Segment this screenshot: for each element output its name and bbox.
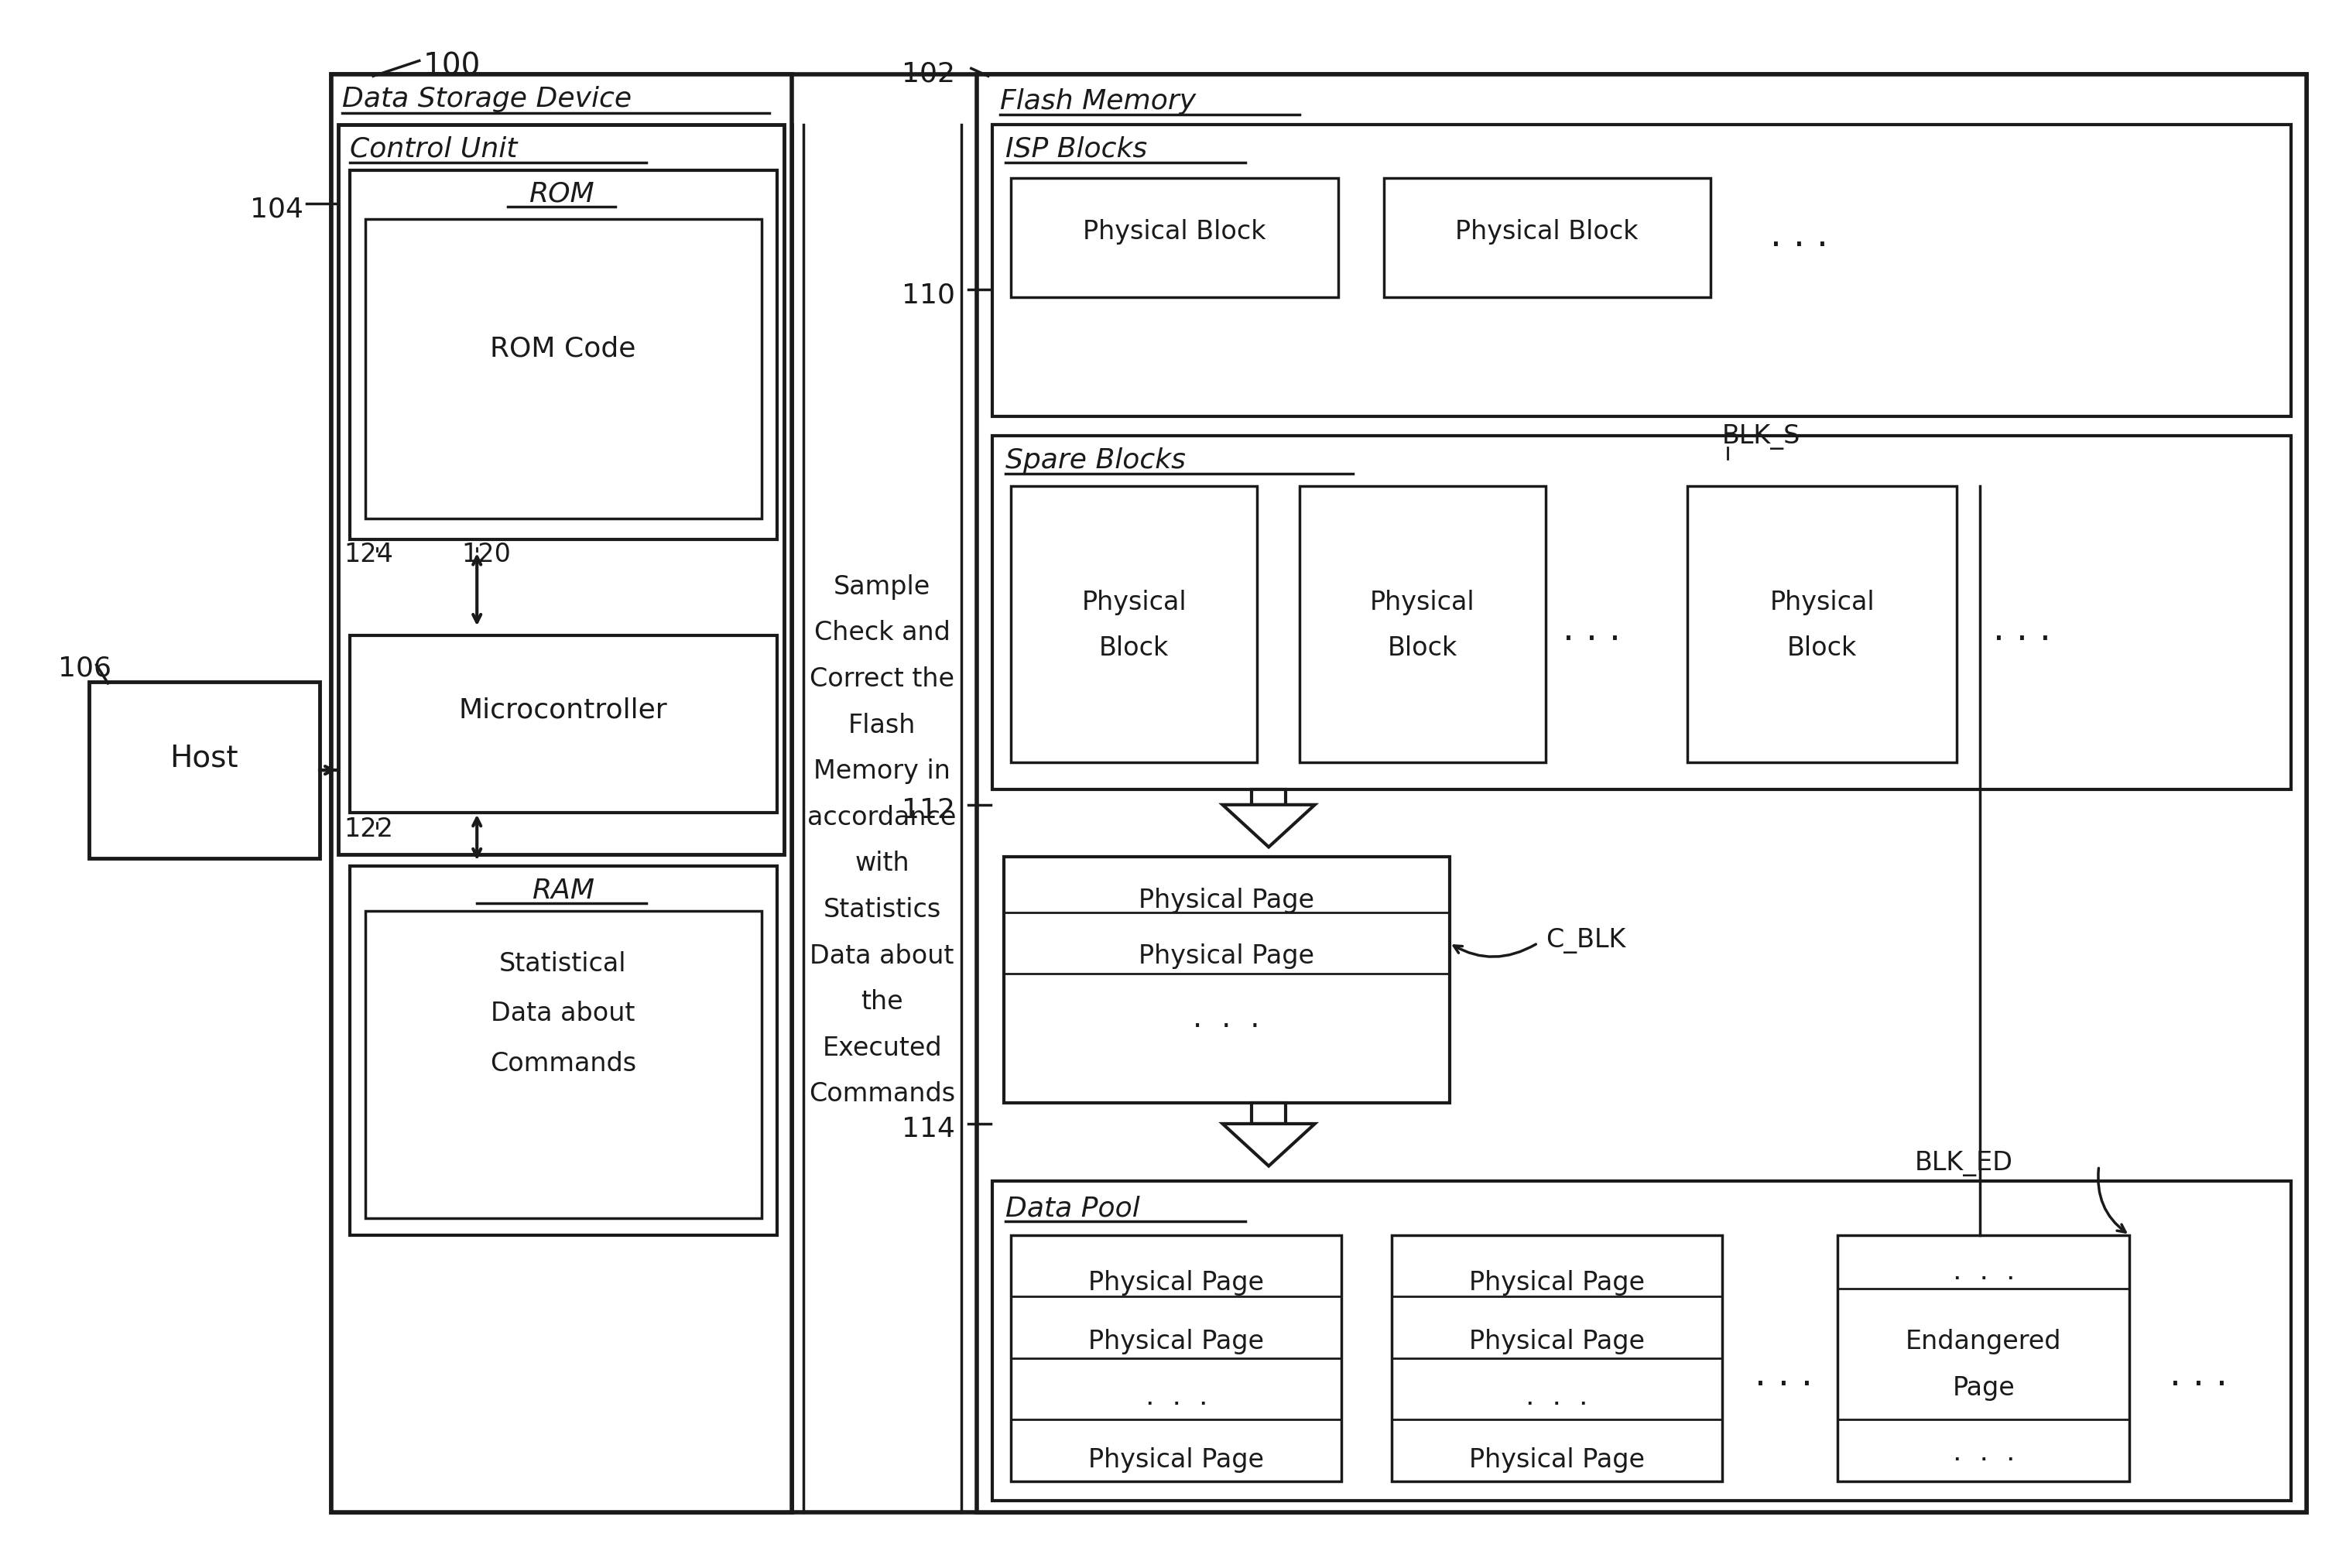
- Bar: [366, 220, 762, 519]
- Text: Physical Page: Physical Page: [1469, 1330, 1645, 1355]
- Text: C_BLK: C_BLK: [1546, 928, 1626, 953]
- Bar: [1253, 789, 1286, 804]
- Bar: [1384, 179, 1710, 298]
- Text: ·  ·  ·: · · ·: [1145, 1391, 1208, 1417]
- Text: 114: 114: [901, 1116, 955, 1143]
- Text: Block: Block: [1100, 635, 1168, 662]
- Text: Physical Page: Physical Page: [1138, 887, 1314, 913]
- Text: 104: 104: [251, 196, 303, 223]
- Bar: [338, 124, 784, 855]
- Bar: [976, 75, 2306, 1512]
- Text: Block: Block: [1386, 635, 1457, 662]
- Text: Check and: Check and: [814, 621, 950, 646]
- Text: . . .: . . .: [1771, 220, 1828, 254]
- Text: Data about: Data about: [490, 1000, 636, 1027]
- Text: with: with: [854, 851, 910, 877]
- Text: 102: 102: [901, 61, 955, 88]
- Text: Commands: Commands: [490, 1051, 636, 1076]
- Text: RAM: RAM: [533, 878, 594, 905]
- Text: BLK_ED: BLK_ED: [1914, 1151, 2013, 1176]
- Text: ·  ·  ·: · · ·: [1952, 1447, 2015, 1474]
- Bar: [1300, 486, 1546, 762]
- Text: ·  ·  ·: · · ·: [1525, 1391, 1588, 1417]
- Bar: [1011, 1236, 1342, 1482]
- Text: Spare Blocks: Spare Blocks: [1006, 447, 1187, 474]
- Bar: [350, 171, 777, 539]
- Bar: [350, 866, 777, 1236]
- Text: Commands: Commands: [809, 1082, 955, 1107]
- Text: Data about: Data about: [809, 942, 955, 969]
- Text: Physical Block: Physical Block: [1082, 220, 1267, 245]
- Polygon shape: [1222, 1124, 1314, 1167]
- Text: Block: Block: [1788, 635, 1858, 662]
- Bar: [89, 682, 319, 859]
- Text: Flash: Flash: [849, 712, 915, 739]
- Bar: [992, 124, 2292, 417]
- Text: ·  ·  ·: · · ·: [1952, 1265, 2015, 1292]
- Text: . . .: . . .: [1562, 613, 1621, 648]
- Text: . . .: . . .: [1994, 613, 2050, 648]
- Text: . . .: . . .: [2170, 1358, 2229, 1392]
- Text: 124: 124: [345, 543, 394, 568]
- Bar: [992, 436, 2292, 789]
- Bar: [1011, 179, 1337, 298]
- Bar: [1004, 858, 1450, 1102]
- Text: Physical Page: Physical Page: [1089, 1270, 1264, 1295]
- Text: Memory in: Memory in: [814, 759, 950, 784]
- Text: Physical Page: Physical Page: [1469, 1447, 1645, 1472]
- Text: Correct the: Correct the: [809, 666, 955, 691]
- Bar: [1687, 486, 1957, 762]
- Text: Physical Page: Physical Page: [1089, 1330, 1264, 1355]
- Bar: [350, 635, 777, 812]
- Text: Data Pool: Data Pool: [1006, 1195, 1140, 1221]
- Text: the: the: [861, 989, 903, 1014]
- Text: . . .: . . .: [1755, 1358, 1813, 1392]
- Text: Sample: Sample: [833, 574, 931, 599]
- Text: Control Unit: Control Unit: [350, 136, 518, 163]
- Bar: [992, 1181, 2292, 1501]
- Bar: [331, 75, 2306, 1512]
- Text: Microcontroller: Microcontroller: [460, 698, 666, 723]
- Text: Endangered: Endangered: [1905, 1330, 2062, 1355]
- Text: Physical: Physical: [1370, 590, 1476, 615]
- Text: accordance: accordance: [807, 804, 957, 831]
- Text: Physical Page: Physical Page: [1089, 1447, 1264, 1472]
- Text: Physical: Physical: [1082, 590, 1187, 615]
- Text: 110: 110: [901, 282, 955, 309]
- Text: ISP Blocks: ISP Blocks: [1006, 136, 1147, 163]
- Text: Physical Page: Physical Page: [1138, 942, 1314, 969]
- Bar: [1837, 1236, 2130, 1482]
- Text: 112: 112: [901, 797, 955, 823]
- Text: Flash Memory: Flash Memory: [999, 88, 1196, 114]
- Text: Data Storage Device: Data Storage Device: [343, 86, 631, 113]
- Text: Physical: Physical: [1769, 590, 1874, 615]
- Bar: [366, 911, 762, 1218]
- Bar: [331, 75, 793, 1512]
- Text: Executed: Executed: [821, 1035, 941, 1062]
- Text: 120: 120: [462, 543, 511, 568]
- Text: Page: Page: [1952, 1375, 2015, 1400]
- Bar: [1391, 1236, 1722, 1482]
- Text: ROM Code: ROM Code: [490, 336, 636, 362]
- Text: ROM: ROM: [528, 180, 594, 207]
- Bar: [1011, 486, 1257, 762]
- Text: 100: 100: [422, 52, 481, 82]
- Text: Statistics: Statistics: [823, 897, 941, 922]
- Text: Physical Block: Physical Block: [1455, 220, 1638, 245]
- Text: BLK_S: BLK_S: [1722, 425, 1802, 450]
- Text: Host: Host: [169, 743, 239, 773]
- Text: 122: 122: [345, 817, 394, 842]
- Text: Statistical: Statistical: [500, 950, 626, 977]
- Text: Physical Page: Physical Page: [1469, 1270, 1645, 1295]
- Text: 106: 106: [59, 655, 110, 681]
- Text: ·  ·  ·: · · ·: [1192, 1013, 1260, 1041]
- Bar: [1253, 1102, 1286, 1124]
- Polygon shape: [1222, 804, 1314, 847]
